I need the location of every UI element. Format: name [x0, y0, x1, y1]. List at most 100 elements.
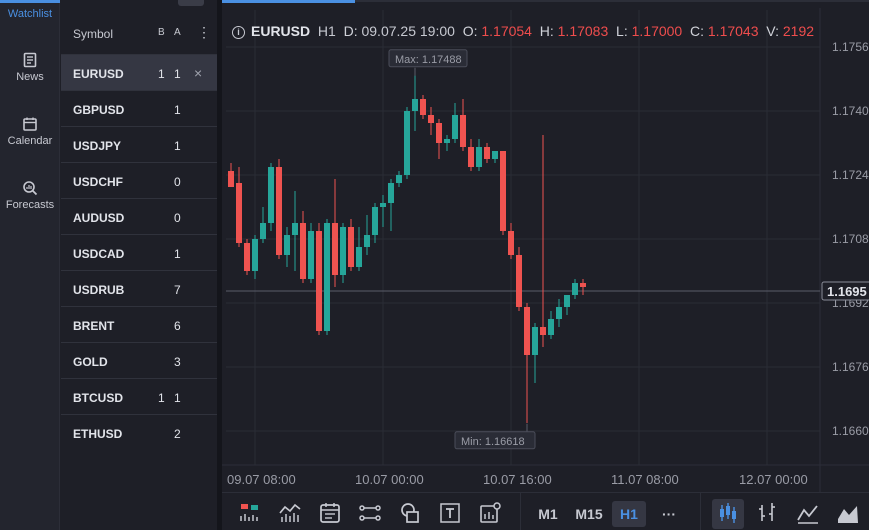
candle-body[interactable] [340, 227, 346, 275]
candle-body[interactable] [516, 255, 522, 307]
candle-body[interactable] [292, 223, 298, 235]
candle-body[interactable] [468, 147, 474, 167]
candle-body[interactable] [380, 203, 386, 207]
row-symbol: USDCAD [73, 247, 125, 261]
candle-body[interactable] [476, 147, 482, 167]
row-symbol: USDRUB [73, 283, 125, 297]
row-ask: 1 [174, 103, 181, 117]
timeframe-more-button[interactable]: ··· [662, 506, 676, 522]
candle-body[interactable] [500, 151, 506, 231]
watchlist-row-usdjpy[interactable]: USDJPY 1 [61, 126, 217, 162]
candle-body[interactable] [564, 295, 570, 307]
row-ask: 2 [174, 427, 181, 441]
info-d-label: D: [343, 23, 358, 39]
candle-body[interactable] [396, 175, 402, 183]
watchlist-row-ethusd[interactable]: ETHUSD 2 [61, 414, 217, 450]
bars-icon[interactable] [756, 501, 780, 525]
timeframe-h1[interactable]: H1 [612, 501, 646, 527]
candle-body[interactable] [268, 167, 274, 223]
candle-body[interactable] [404, 111, 410, 175]
candle-body[interactable] [284, 235, 290, 255]
candle-body[interactable] [508, 231, 514, 255]
candle-body[interactable] [548, 319, 554, 335]
remove-symbol-button[interactable]: × [194, 65, 203, 81]
candle-volume-icon[interactable] [238, 501, 262, 525]
watchlist-row-usdchf[interactable]: USDCHF 0 [61, 162, 217, 198]
nav-label-forecasts: Forecasts [5, 199, 55, 211]
line-tool-icon[interactable] [358, 501, 382, 525]
watchlist-row-gold[interactable]: GOLD 3 [61, 342, 217, 378]
candles-icon[interactable] [716, 501, 740, 525]
info-timeframe: H1 [317, 23, 336, 39]
timeframe-m15[interactable]: M15 [575, 506, 603, 522]
candle-body[interactable] [260, 223, 266, 239]
price-tick-label: 1.1740 [832, 104, 869, 118]
watchlist-row-usdrub[interactable]: USDRUB 7 [61, 270, 217, 306]
candle-body[interactable] [492, 151, 498, 159]
candle-body[interactable] [348, 227, 354, 267]
candle-body[interactable] [452, 115, 458, 139]
candle-body[interactable] [236, 183, 242, 243]
candle-body[interactable] [300, 223, 306, 279]
watchlist-row-gbpusd[interactable]: GBPUSD 1 [61, 90, 217, 126]
candle-body[interactable] [372, 207, 378, 235]
watchlist-row-eurusd[interactable]: EURUSD 1 1 × [61, 54, 217, 90]
candle-body[interactable] [364, 235, 370, 247]
area-chart-icon[interactable] [836, 501, 860, 525]
panel-divider[interactable] [217, 0, 222, 530]
indicator-icon[interactable] [278, 501, 302, 525]
info-v-label: V: [766, 23, 779, 39]
info-close: 1.17043 [707, 23, 759, 39]
candle-body[interactable] [332, 223, 338, 275]
calendar-tool-icon[interactable] [318, 501, 342, 525]
row-symbol: USDJPY [73, 139, 122, 153]
shapes-icon[interactable] [398, 501, 422, 525]
row-bid: 1 [158, 67, 165, 81]
candle-body[interactable] [356, 247, 362, 267]
candle-body[interactable] [308, 231, 314, 279]
chart-panel[interactable]: 1.1756 1.1740 1.1724 1.1708 1.1692 1.1676 1.16… [222, 0, 869, 530]
candle-body[interactable] [460, 115, 466, 147]
nav-item-calendar[interactable]: Calendar [0, 116, 60, 147]
candle-body[interactable] [316, 231, 322, 331]
candle-body[interactable] [444, 139, 450, 143]
candle-body[interactable] [540, 327, 546, 335]
text-tool-icon[interactable] [438, 501, 462, 525]
candle-body[interactable] [276, 167, 282, 255]
price-tick-label: 1.1724 [832, 168, 869, 182]
nav-item-watchlist[interactable]: Watchlist [0, 8, 60, 20]
watchlist-row-btcusd[interactable]: BTCUSD 1 1 [61, 378, 217, 414]
candle-body[interactable] [532, 327, 538, 355]
candle-body[interactable] [428, 115, 434, 123]
nav-item-forecasts[interactable]: Forecasts [0, 180, 60, 211]
watchlist-row-usdcad[interactable]: USDCAD 1 [61, 234, 217, 270]
candle-body[interactable] [412, 99, 418, 111]
candle-body[interactable] [420, 99, 426, 115]
candle-body[interactable] [484, 147, 490, 159]
candlestick-chart[interactable]: 1.17561.17401.17241.17081.16921.16761.16… [222, 0, 869, 492]
row-symbol: BTCUSD [73, 391, 123, 405]
settings-chart-icon[interactable] [478, 501, 502, 525]
timeframe-m1[interactable]: M1 [538, 506, 558, 522]
info-date: 09.07.25 19:00 [361, 23, 455, 39]
candle-body[interactable] [556, 307, 562, 319]
line-chart-icon[interactable] [796, 501, 820, 525]
nav-label-watchlist: Watchlist [7, 8, 53, 20]
info-high: 1.17083 [557, 23, 609, 39]
candle-body[interactable] [252, 239, 258, 271]
watchlist-row-audusd[interactable]: AUDUSD 0 [61, 198, 217, 234]
candle-body[interactable] [580, 283, 586, 287]
nav-item-news[interactable]: News [0, 52, 60, 83]
candle-body[interactable] [244, 243, 250, 271]
candle-body[interactable] [388, 183, 394, 203]
watchlist-row-brent[interactable]: BRENT 6 [61, 306, 217, 342]
candle-body[interactable] [524, 307, 530, 355]
candle-body[interactable] [228, 171, 234, 187]
info-icon[interactable]: i [232, 26, 245, 39]
candle-body[interactable] [324, 223, 330, 331]
candle-body[interactable] [572, 283, 578, 295]
candle-body[interactable] [436, 123, 442, 143]
watchlist-more-button[interactable]: ⋮ [197, 24, 211, 40]
row-symbol: GBPUSD [73, 103, 125, 117]
panel-collapse-tab[interactable] [178, 0, 204, 6]
